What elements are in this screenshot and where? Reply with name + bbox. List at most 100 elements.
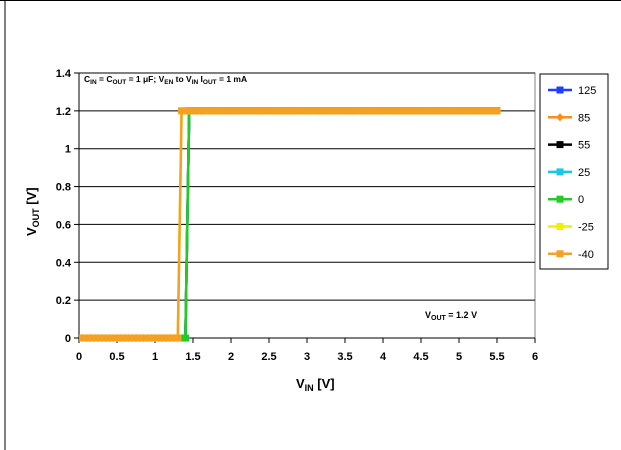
data-point <box>83 334 91 342</box>
data-point <box>261 107 269 115</box>
data-point <box>90 334 98 342</box>
data-point <box>485 107 493 115</box>
x-tick-label: 4 <box>380 351 387 363</box>
data-point <box>463 107 471 115</box>
legend-label: -25 <box>578 222 594 234</box>
x-tick-label: 0 <box>76 351 82 363</box>
data-point <box>105 334 113 342</box>
legend-label: 85 <box>578 112 590 124</box>
data-point <box>231 107 239 115</box>
data-point <box>371 107 379 115</box>
data-point <box>337 107 345 115</box>
x-tick-label: 3.5 <box>337 351 352 363</box>
data-point <box>417 107 425 115</box>
data-point <box>314 107 322 115</box>
data-point <box>136 334 144 342</box>
data-point <box>379 107 387 115</box>
data-point <box>436 107 444 115</box>
legend-swatch-marker <box>556 113 564 122</box>
data-point <box>333 107 341 115</box>
x-tick-label: 2 <box>228 351 234 363</box>
data-point <box>284 107 292 115</box>
data-point <box>292 107 300 115</box>
legend-label: 0 <box>578 194 584 206</box>
data-point <box>311 107 319 115</box>
data-point <box>459 107 467 115</box>
data-point <box>181 334 189 342</box>
data-point <box>140 334 148 342</box>
data-point <box>394 107 402 115</box>
y-tick-label: 1 <box>65 144 71 156</box>
data-point <box>151 334 159 342</box>
data-point <box>102 334 110 342</box>
data-point <box>193 107 201 115</box>
x-tick-label: 0.5 <box>109 351 124 363</box>
conditions-label: CIN = COUT = 1 μF; VEN to VIN IOUT = 1 m… <box>84 74 247 86</box>
data-point <box>383 107 391 115</box>
data-point <box>147 334 155 342</box>
data-point <box>162 334 170 342</box>
data-point <box>128 334 136 342</box>
data-point <box>368 107 376 115</box>
data-point <box>109 334 117 342</box>
data-point <box>406 107 414 115</box>
x-tick-label: 2.5 <box>261 351 276 363</box>
y-tick-label: 0 <box>65 333 71 345</box>
legend-item: -40 <box>548 249 594 261</box>
data-point <box>79 334 87 342</box>
data-point <box>299 107 307 115</box>
legend-item: 25 <box>548 167 590 179</box>
data-point <box>345 107 353 115</box>
y-tick-label: 1.4 <box>56 68 72 80</box>
data-point <box>276 107 284 115</box>
data-point <box>288 107 296 115</box>
data-point <box>269 107 277 115</box>
data-point <box>113 334 121 342</box>
legend-swatch-marker <box>556 86 564 94</box>
data-point <box>466 107 474 115</box>
data-point <box>257 107 265 115</box>
data-point <box>489 107 497 115</box>
data-point <box>421 107 429 115</box>
legend-item: 55 <box>548 140 590 152</box>
legend-item: -25 <box>548 222 594 234</box>
x-tick-label: 5.5 <box>489 351 504 363</box>
data-point <box>360 107 368 115</box>
legend-swatch-marker <box>556 223 564 230</box>
data-point <box>246 107 254 115</box>
data-point <box>200 107 208 115</box>
data-point <box>470 107 478 115</box>
data-point <box>197 107 205 115</box>
y-tick-label: 1.2 <box>56 106 71 118</box>
data-point <box>364 107 372 115</box>
data-point <box>265 107 273 115</box>
data-point <box>132 334 140 342</box>
data-point <box>223 107 231 115</box>
legend-label: 125 <box>578 85 596 97</box>
x-axis-title: VIN [V] <box>296 376 335 393</box>
data-point <box>181 107 189 115</box>
data-point <box>352 107 360 115</box>
data-point <box>356 107 364 115</box>
data-point <box>212 107 220 115</box>
data-point <box>341 107 349 115</box>
data-point <box>428 107 436 115</box>
data-point <box>238 107 246 115</box>
y-axis-title: VOUT [V] <box>24 187 41 236</box>
data-point <box>349 107 357 115</box>
data-point <box>375 107 383 115</box>
legend-item: 0 <box>548 194 584 206</box>
x-tick-label: 3 <box>304 351 310 363</box>
data-point <box>330 107 338 115</box>
data-point <box>425 107 433 115</box>
tick-labels: 0 0.2 0.4 0.6 0.8 1 1.2 1.4 0 0.5 1 1.5 2 2.5 3 3.5 4 4.5… <box>56 68 538 363</box>
data-point <box>409 107 417 115</box>
data-point <box>189 107 197 115</box>
data-point <box>254 107 262 115</box>
data-point <box>166 334 174 342</box>
series--40 <box>79 107 501 342</box>
legend-swatch-marker <box>556 195 564 203</box>
legend-swatch-marker <box>556 250 564 258</box>
data-point <box>94 334 102 342</box>
